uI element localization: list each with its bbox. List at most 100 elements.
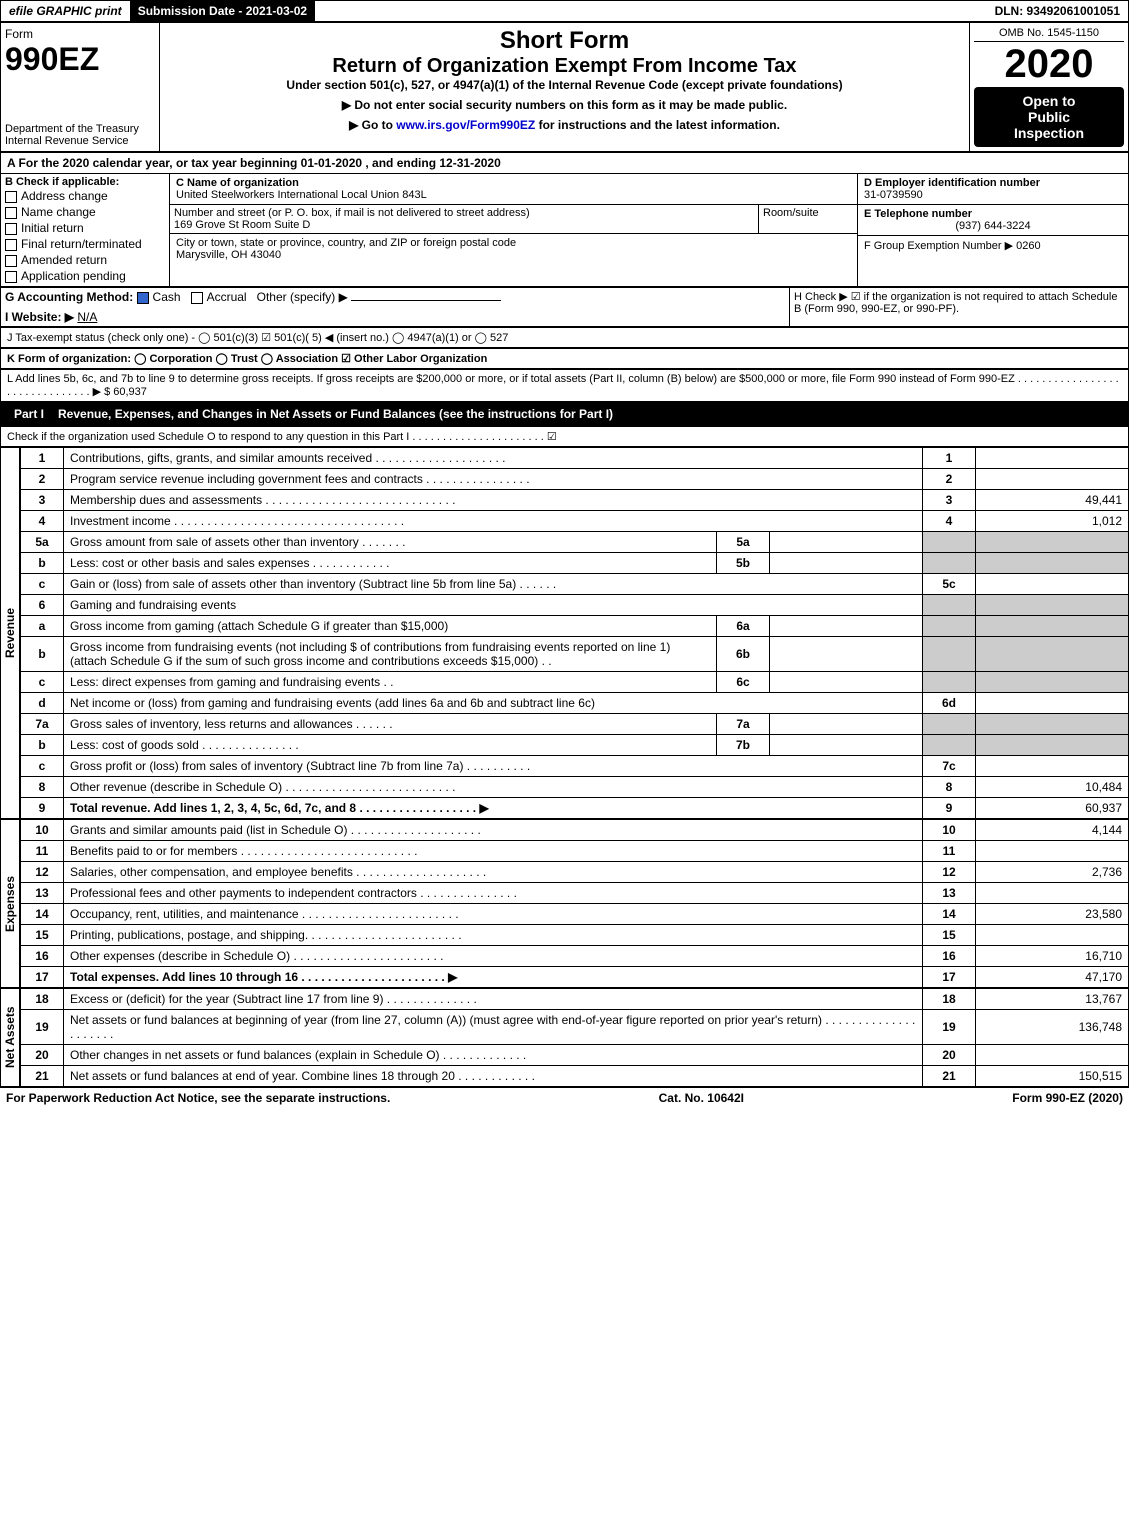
line-18: 18Excess or (deficit) for the year (Subt…: [21, 989, 1129, 1010]
d-label: D Employer identification number: [864, 177, 1122, 189]
line-19: 19Net assets or fund balances at beginni…: [21, 1010, 1129, 1045]
part1-label: Part I: [8, 405, 50, 423]
c-label: C Name of organization: [176, 177, 851, 189]
line-21: 21Net assets or fund balances at end of …: [21, 1066, 1129, 1087]
line-8: 8Other revenue (describe in Schedule O) …: [21, 777, 1129, 798]
open-public: Open to Public Inspection: [974, 87, 1124, 147]
box-j: J Tax-exempt status (check only one) - ◯…: [0, 327, 1129, 348]
room-label: Room/suite: [759, 205, 857, 233]
phone: (937) 644-3224: [864, 220, 1122, 232]
c-street-row: Number and street (or P. O. box, if mail…: [170, 205, 857, 234]
title-return: Return of Organization Exempt From Incom…: [168, 55, 961, 78]
line-4: 4Investment income . . . . . . . . . . .…: [21, 511, 1129, 532]
expenses-table: 10Grants and similar amounts paid (list …: [20, 819, 1129, 988]
line-6a: aGross income from gaming (attach Schedu…: [21, 616, 1129, 637]
city: Marysville, OH 43040: [176, 249, 851, 261]
line-20: 20Other changes in net assets or fund ba…: [21, 1045, 1129, 1066]
b-label: B Check if applicable:: [5, 176, 165, 188]
city-label: City or town, state or province, country…: [176, 237, 851, 249]
open2: Public: [976, 109, 1122, 125]
g-label: G Accounting Method:: [5, 290, 133, 304]
revenue-vlabel: Revenue: [0, 447, 20, 819]
chk-name[interactable]: Name change: [5, 204, 165, 220]
box-i: I Website: ▶ N/A: [5, 310, 785, 324]
line-5b: bLess: cost or other basis and sales exp…: [21, 553, 1129, 574]
box-f: F Group Exemption Number ▶ 0260: [858, 236, 1128, 255]
line-2: 2Program service revenue including gover…: [21, 469, 1129, 490]
expenses-section: Expenses 10Grants and similar amounts pa…: [0, 819, 1129, 988]
box-def: D Employer identification number 31-0739…: [858, 174, 1128, 286]
box-h: H Check ▶ ☑ if the organization is not r…: [790, 288, 1128, 326]
omb: OMB No. 1545-1150: [974, 27, 1124, 42]
footer-left: For Paperwork Reduction Act Notice, see …: [6, 1091, 390, 1105]
footer-right: Form 990-EZ (2020): [1012, 1091, 1123, 1105]
line-a-text: A For the 2020 calendar year, or tax yea…: [1, 153, 1128, 174]
expenses-vlabel: Expenses: [0, 819, 20, 988]
line-7a: 7aGross sales of inventory, less returns…: [21, 714, 1129, 735]
line-5a: 5aGross amount from sale of assets other…: [21, 532, 1129, 553]
part1-check: Check if the organization used Schedule …: [0, 426, 1129, 447]
g-other: Other (specify) ▶: [257, 290, 348, 304]
box-g: G Accounting Method: Cash Accrual Other …: [1, 288, 790, 326]
box-d: D Employer identification number 31-0739…: [858, 174, 1128, 205]
line-1: 1Contributions, gifts, grants, and simil…: [21, 448, 1129, 469]
line-7b: bLess: cost of goods sold . . . . . . . …: [21, 735, 1129, 756]
street: 169 Grove St Room Suite D: [174, 219, 754, 231]
street-label: Number and street (or P. O. box, if mail…: [174, 207, 754, 219]
chk-accrual[interactable]: [191, 292, 203, 304]
instr-1: ▶ Do not enter social security numbers o…: [168, 98, 961, 112]
dept2: Internal Revenue Service: [5, 135, 155, 147]
chk-cash[interactable]: [137, 292, 149, 304]
line-6c: cLess: direct expenses from gaming and f…: [21, 672, 1129, 693]
line-5c: cGain or (loss) from sale of assets othe…: [21, 574, 1129, 595]
line-10: 10Grants and similar amounts paid (list …: [21, 820, 1129, 841]
netassets-section: Net Assets 18Excess or (deficit) for the…: [0, 988, 1129, 1087]
revenue-table: 1Contributions, gifts, grants, and simil…: [20, 447, 1129, 819]
footer: For Paperwork Reduction Act Notice, see …: [0, 1087, 1129, 1108]
line-a: A For the 2020 calendar year, or tax yea…: [0, 152, 1129, 287]
netassets-table: 18Excess or (deficit) for the year (Subt…: [20, 988, 1129, 1087]
subtitle: Under section 501(c), 527, or 4947(a)(1)…: [168, 78, 961, 92]
header-left: Form 990EZ Department of the Treasury In…: [1, 23, 160, 151]
instr2-pre: ▶ Go to: [349, 118, 396, 132]
website: N/A: [77, 310, 97, 324]
chk-pending[interactable]: Application pending: [5, 268, 165, 284]
box-b: B Check if applicable: Address change Na…: [1, 174, 170, 286]
line-11: 11Benefits paid to or for members . . . …: [21, 841, 1129, 862]
box-l: L Add lines 5b, 6c, and 7b to line 9 to …: [0, 369, 1129, 402]
tax-year: 2020: [974, 42, 1124, 87]
chk-address[interactable]: Address change: [5, 188, 165, 204]
line-9: 9Total revenue. Add lines 1, 2, 3, 4, 5c…: [21, 798, 1129, 819]
box-e: E Telephone number (937) 644-3224: [858, 205, 1128, 236]
form-code: 990EZ: [5, 41, 155, 78]
c-city-block: City or town, state or province, country…: [170, 234, 857, 264]
header-right: OMB No. 1545-1150 2020 Open to Public In…: [970, 23, 1128, 151]
line-15: 15Printing, publications, postage, and s…: [21, 925, 1129, 946]
netassets-vlabel: Net Assets: [0, 988, 20, 1087]
line-17: 17Total expenses. Add lines 10 through 1…: [21, 967, 1129, 988]
line-3: 3Membership dues and assessments . . . .…: [21, 490, 1129, 511]
line-13: 13Professional fees and other payments t…: [21, 883, 1129, 904]
bcd-row: B Check if applicable: Address change Na…: [1, 174, 1128, 286]
form-header: Form 990EZ Department of the Treasury In…: [0, 22, 1129, 152]
form-label: Form: [5, 27, 155, 41]
open3: Inspection: [976, 125, 1122, 141]
part1-header: Part I Revenue, Expenses, and Changes in…: [0, 402, 1129, 426]
instr2-post: for instructions and the latest informat…: [539, 118, 780, 132]
chk-initial[interactable]: Initial return: [5, 220, 165, 236]
chk-final[interactable]: Final return/terminated: [5, 236, 165, 252]
c-name-block: C Name of organization United Steelworke…: [170, 174, 857, 205]
dln: DLN: 93492061001051: [987, 1, 1128, 21]
dept1: Department of the Treasury: [5, 123, 155, 135]
footer-mid: Cat. No. 10642I: [659, 1091, 744, 1105]
org-name: United Steelworkers International Local …: [176, 189, 851, 201]
instr-2: ▶ Go to www.irs.gov/Form990EZ for instru…: [168, 118, 961, 132]
chk-amended[interactable]: Amended return: [5, 252, 165, 268]
dept-treasury: Department of the Treasury Internal Reve…: [5, 123, 155, 147]
box-c: C Name of organization United Steelworke…: [170, 174, 858, 286]
line-16: 16Other expenses (describe in Schedule O…: [21, 946, 1129, 967]
top-bar: efile GRAPHIC print Submission Date - 20…: [0, 0, 1129, 22]
i-label: I Website: ▶: [5, 310, 74, 324]
box-k: K Form of organization: ◯ Corporation ◯ …: [0, 348, 1129, 369]
irs-link[interactable]: www.irs.gov/Form990EZ: [396, 118, 535, 132]
